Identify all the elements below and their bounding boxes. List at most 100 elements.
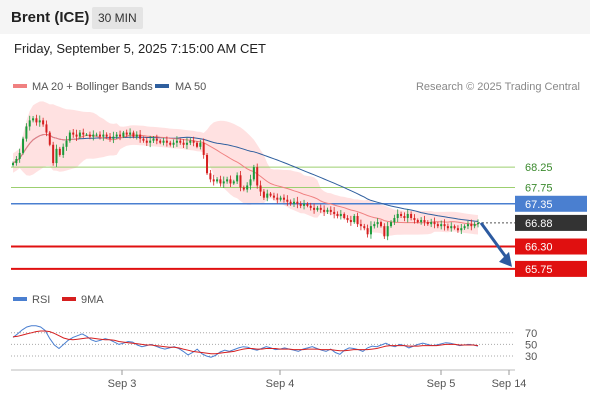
candle-body: [232, 181, 235, 184]
candle-body: [410, 213, 413, 219]
candle-body: [433, 222, 436, 225]
candle-body: [88, 134, 91, 137]
projection-arrow-shaft: [479, 222, 510, 261]
candle-body: [386, 226, 389, 237]
x-tick-label-1: Sep 4: [266, 378, 295, 390]
level-label-3: 66.88: [525, 218, 553, 230]
candle-body: [379, 222, 382, 227]
candle-body: [309, 205, 312, 208]
candle-body: [279, 197, 282, 200]
candle-body: [152, 138, 155, 141]
candle-body: [216, 179, 219, 182]
candle-body: [426, 222, 429, 225]
candle-body: [206, 154, 209, 174]
candle-body: [336, 213, 339, 216]
candle-body: [293, 201, 296, 204]
candle-body: [82, 132, 85, 135]
level-label-2: 67.35: [525, 199, 553, 211]
candle-body: [75, 134, 78, 137]
candle-body: [470, 224, 473, 227]
candle-body: [22, 138, 25, 153]
candle-body: [165, 140, 168, 143]
candle-body: [453, 226, 456, 229]
price-levels: 68.25 67.75 67.35 66.88 66.30 65.75: [11, 162, 587, 277]
header-bar: Brent (ICE) 30 MIN: [0, 0, 590, 34]
candle-body: [363, 226, 366, 229]
rsi-tick-label-70: 70: [525, 328, 537, 340]
candle-body: [289, 201, 292, 204]
timeframe-badge[interactable]: 30 MIN: [92, 7, 143, 29]
candle-body: [343, 213, 346, 219]
candle-body: [226, 179, 229, 182]
level-label-1: 67.75: [525, 183, 553, 195]
candle-body: [423, 220, 426, 223]
candle-body: [119, 134, 122, 137]
level-box-5: [515, 260, 587, 277]
candle-body: [286, 199, 289, 202]
level-label-5: 65.75: [525, 264, 553, 276]
candle-body: [162, 140, 165, 143]
candle-body: [346, 218, 349, 221]
candle-body: [58, 148, 61, 155]
candle-body: [65, 140, 68, 147]
candle-body: [376, 222, 379, 225]
rsi-lines: [12, 325, 479, 358]
legend-9ma-swatch: [62, 297, 76, 301]
candle-body: [105, 134, 108, 137]
candle-body: [319, 207, 322, 210]
copyright-text: Research © 2025 Trading Central: [416, 81, 580, 93]
candle-body: [85, 134, 88, 136]
candle-body: [15, 159, 18, 164]
candle-body: [323, 209, 326, 212]
candle-body: [373, 224, 376, 227]
candle-body: [276, 197, 279, 200]
candle-body: [175, 140, 178, 143]
candlesticks: [11, 114, 480, 241]
candle-body: [316, 207, 319, 210]
candle-body: [195, 142, 198, 147]
legend-rsi-label: RSI: [32, 294, 50, 306]
candle-body: [92, 134, 95, 137]
candle-body: [299, 203, 302, 206]
legend-rsi-swatch: [13, 297, 27, 301]
legend-ma50-swatch: [155, 84, 169, 88]
candle-body: [236, 175, 239, 182]
candle-body: [313, 207, 316, 210]
candle-body: [256, 167, 259, 186]
candle-body: [78, 132, 81, 137]
x-tick-label-0: Sep 3: [108, 378, 137, 390]
candle-body: [476, 222, 480, 225]
candle-body: [28, 120, 31, 127]
candle-body: [413, 218, 416, 221]
x-tick-label-2: Sep 5: [427, 378, 456, 390]
ma50-line: [12, 133, 479, 222]
candle-body: [45, 124, 48, 133]
candle-body: [420, 220, 423, 223]
timestamp: Friday, September 5, 2025 7:15:00 AM CET: [14, 41, 266, 56]
legend-ma20-label: MA 20 + Bollinger Bands: [32, 81, 153, 93]
candle-body: [369, 226, 372, 235]
candle-body: [329, 209, 332, 212]
candle-body: [11, 163, 15, 166]
candle-body: [32, 118, 35, 121]
level-label-4: 66.30: [525, 242, 553, 254]
x-axis-ticks: Sep 3 Sep 4 Sep 5 Sep 14: [108, 370, 526, 390]
candle-body: [436, 224, 439, 227]
candle-body: [149, 140, 152, 143]
candle-body: [349, 220, 352, 223]
legend-ma20-swatch: [13, 84, 27, 88]
candle-body: [72, 132, 75, 135]
candle-body: [129, 132, 132, 135]
level-box-2: [515, 195, 587, 212]
projection-arrow: [479, 222, 512, 267]
candle-body: [155, 138, 158, 141]
candle-body: [466, 224, 469, 227]
candle-body: [282, 197, 285, 200]
candle-body: [339, 213, 342, 216]
candle-body: [202, 142, 205, 155]
candle-body: [272, 195, 275, 198]
candle-body: [35, 118, 38, 123]
candle-body: [242, 187, 245, 190]
candle-body: [219, 179, 222, 184]
